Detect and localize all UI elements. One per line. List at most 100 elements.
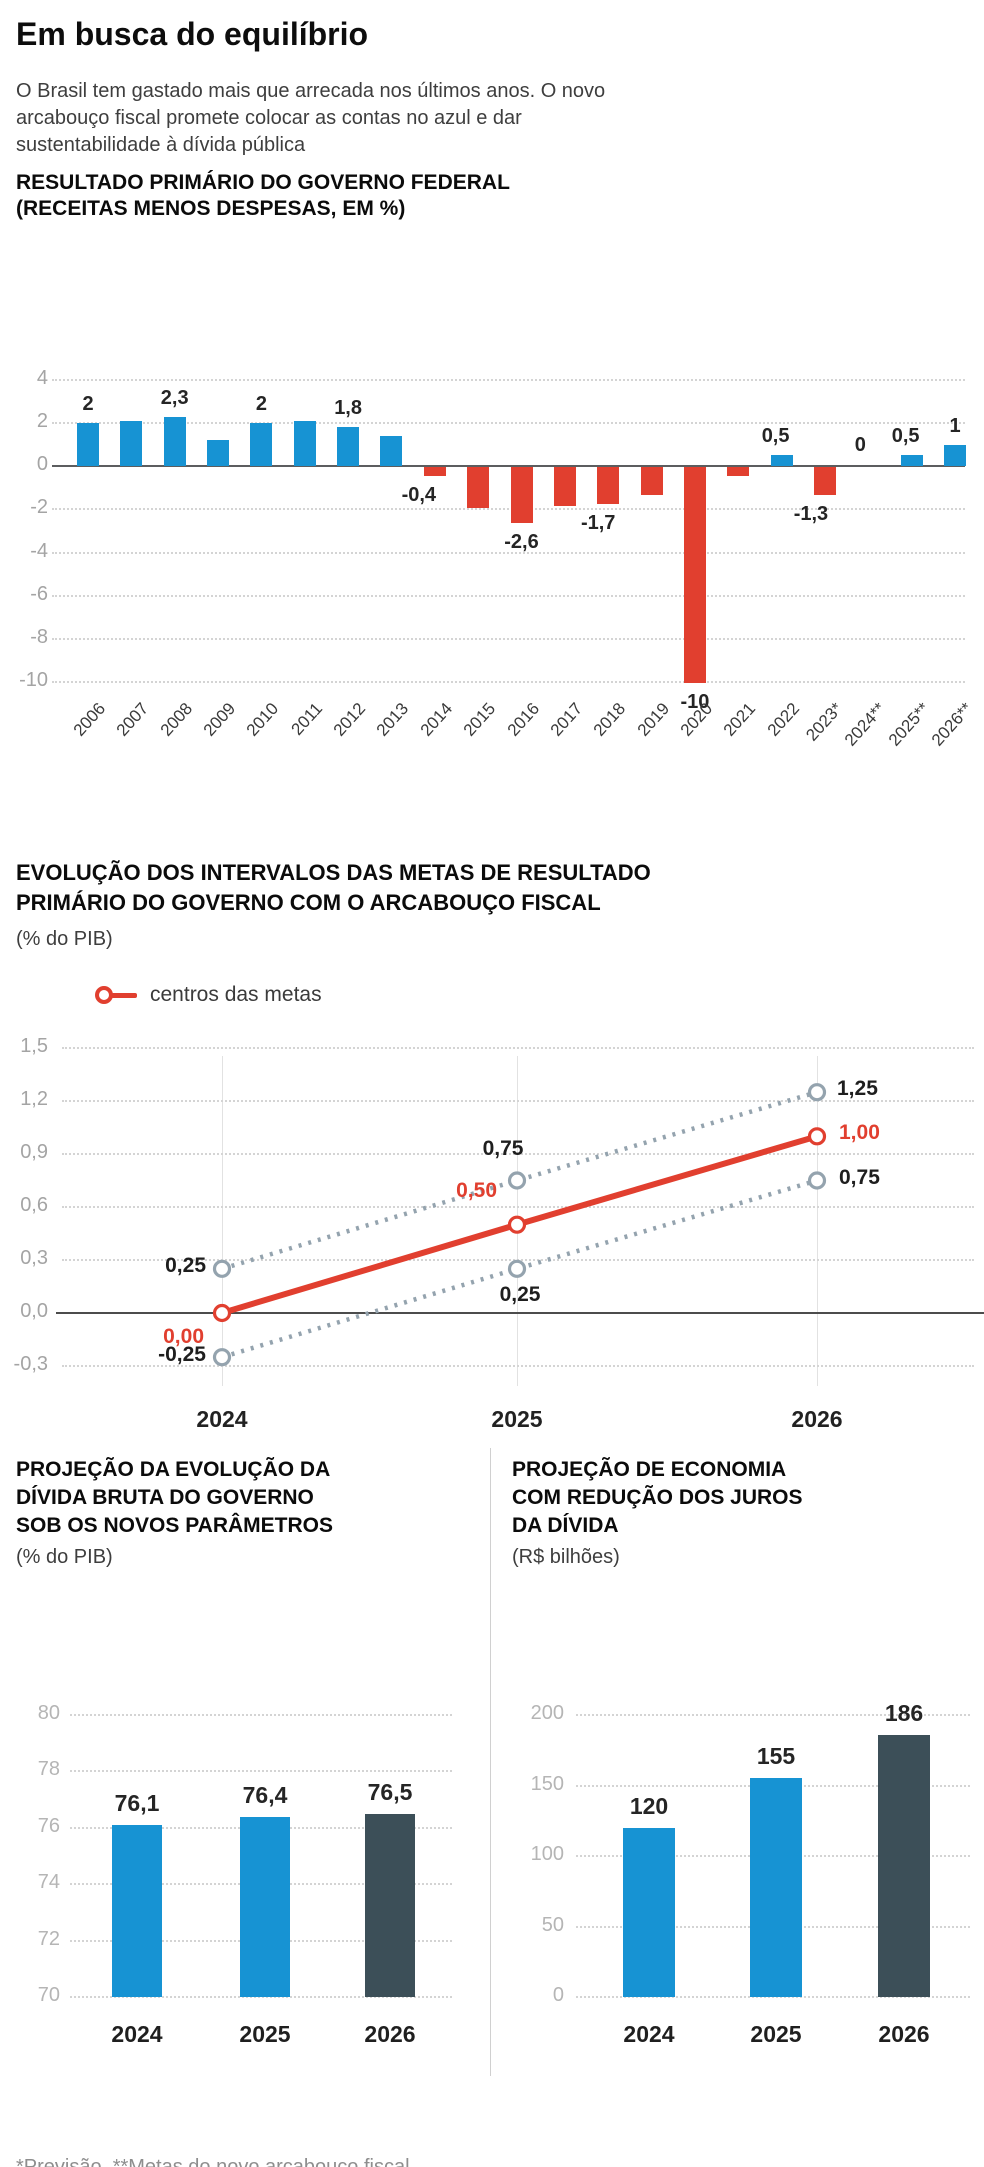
- bar-2007: [120, 420, 143, 467]
- x-axis-label: 2024: [623, 2021, 675, 2047]
- data-point: [807, 1127, 827, 1146]
- page-subtitle: O Brasil tem gastado mais que arrecada n…: [16, 80, 606, 156]
- chart2-title: EVOLUÇÃO DOS INTERVALOS DAS METAS DE RES…: [16, 858, 651, 918]
- gridline-y: [62, 1206, 974, 1208]
- x-axis-label: 2012: [329, 699, 370, 740]
- x-axis-label: 2026: [364, 2021, 416, 2047]
- bar-2013: [380, 436, 403, 467]
- bar-value-label: -10: [680, 690, 710, 713]
- gridline-y: [62, 1365, 974, 1367]
- gridline-y-4: [52, 551, 965, 554]
- y-tick-label: 74: [37, 1871, 60, 1894]
- data-point: [807, 1083, 827, 1102]
- y-tick-label: 1,2: [20, 1088, 48, 1110]
- gridline-y: [56, 1312, 984, 1314]
- x-axis-label: 2007: [113, 699, 153, 740]
- y-tick-label: 76: [37, 1814, 60, 1837]
- chart3-title: PROJEÇÃO DA EVOLUÇÃO DA DÍVIDA BRUTA DO …: [16, 1456, 333, 1540]
- chart1-title: RESULTADO PRIMÁRIO DO GOVERNO FEDERAL (R…: [16, 170, 510, 222]
- x-axis-label: 2026: [791, 1406, 843, 1432]
- x-axis-label: 2017: [546, 699, 586, 740]
- bar-2011: [293, 420, 316, 467]
- x-axis-label: 2009: [199, 699, 240, 740]
- meta-targets-chart: 1,5 1,2 0,9 0,6 0,3 0,0 -0,3 0,25 0,75 1,25 0,00 0,…: [0, 1035, 984, 1440]
- chart1-title-line2: (RECEITAS MENOS DESPESAS, EM %): [16, 197, 406, 220]
- bar-value-label: -2,6: [504, 531, 539, 554]
- bar-value-label: 2: [255, 393, 267, 416]
- column-divider: [490, 1448, 491, 2076]
- bar-2016: [510, 467, 533, 524]
- gridline-y78: [70, 1770, 452, 1773]
- x-axis-label: 2023*: [802, 699, 847, 745]
- y-tick-label: 50: [541, 1913, 564, 1936]
- gridline-y4: [52, 379, 965, 381]
- bar-2022: [770, 455, 793, 467]
- bar-2026: [365, 1813, 415, 1997]
- gridline-y: [62, 1100, 974, 1102]
- chart4-title-line3: DA DÍVIDA: [512, 1514, 619, 1537]
- gridline-y70: [70, 1996, 452, 1998]
- y-tick-label: 0,3: [20, 1247, 48, 1269]
- gridline-y0: [52, 465, 965, 468]
- y-tick-label: 0: [36, 453, 48, 476]
- x-axis-label: 2026**: [927, 699, 977, 750]
- bar-2021: [727, 467, 750, 476]
- y-tick-label: 72: [37, 1927, 60, 1950]
- bar-2015: [467, 467, 490, 509]
- y-tick-label: 4: [36, 367, 48, 389]
- bar-value-label: 1: [949, 414, 961, 437]
- x-axis-label: 2024**: [841, 699, 890, 750]
- bar-2025: [240, 1816, 290, 1997]
- point-label: 0,25: [165, 1253, 206, 1277]
- bar-2024: [112, 1824, 162, 1997]
- x-axis-label: 2013: [373, 699, 413, 740]
- chart2-legend: centros das metas: [95, 983, 322, 1007]
- footer: *Previsão **Metas do novo arcabouço fisc…: [16, 2092, 435, 2167]
- gridline-y0: [576, 1996, 970, 1998]
- y-tick-label: 80: [37, 1702, 60, 1724]
- bar-value-label: 76,1: [114, 1789, 160, 1816]
- point-label: 0,00: [163, 1325, 204, 1348]
- x-axis-label: 2011: [287, 699, 326, 739]
- chart1-title-line1: RESULTADO PRIMÁRIO DO GOVERNO FEDERAL: [16, 171, 510, 194]
- point-label: -0,25: [158, 1343, 206, 1367]
- interest-savings-chart: 200 150 100 50 0 120 2024 155 2025 186 2026: [492, 1690, 984, 2090]
- x-axis-label: 2008: [156, 699, 196, 740]
- legend-line-marker-icon: [111, 992, 137, 998]
- gridline-y-6: [52, 594, 965, 597]
- bar-2023*: [813, 467, 836, 496]
- bar-2025**: [900, 455, 923, 467]
- point-label: 0,50: [456, 1178, 497, 1202]
- gridline-y-2: [52, 508, 965, 511]
- x-axis-label: 2025**: [884, 699, 933, 750]
- bar-2018: [597, 467, 620, 504]
- y-tick-label: 200: [530, 1702, 564, 1724]
- y-tick-label: 100: [530, 1843, 564, 1865]
- bar-value-label: 120: [629, 1792, 669, 1819]
- y-tick-label: 0,6: [20, 1194, 48, 1216]
- chart4-title-line2: COM REDUÇÃO DOS JUROS: [512, 1486, 803, 1509]
- bar-2026: [878, 1734, 930, 1997]
- y-tick-label: -8: [30, 625, 48, 648]
- chart3-title-line1: PROJEÇÃO DA EVOLUÇÃO DA: [16, 1458, 331, 1481]
- gridline-y-10: [52, 680, 965, 683]
- bar-value-label: 0,5: [891, 425, 920, 448]
- bar-2012: [337, 427, 360, 467]
- x-axis-label: 2014: [416, 699, 456, 740]
- x-axis-label: 2026: [878, 2021, 930, 2047]
- bar-2025: [750, 1778, 802, 1997]
- y-tick-label: 0: [552, 1984, 564, 2006]
- bar-value-label: -1,3: [793, 503, 829, 526]
- legend-label: centros das metas: [150, 983, 322, 1006]
- chart3-title-line2: DÍVIDA BRUTA DO GOVERNO: [16, 1486, 314, 1509]
- x-axis-label: 2022: [763, 699, 803, 740]
- y-tick-label: 78: [37, 1758, 60, 1781]
- y-tick-label: 0,9: [20, 1141, 48, 1163]
- footnote: *Previsão **Metas do novo arcabouço fisc…: [16, 2156, 410, 2167]
- bar-value-label: 76,4: [242, 1781, 288, 1808]
- y-tick-label: -6: [30, 582, 48, 605]
- x-axis-label: 2010: [243, 699, 283, 740]
- chart4-title: PROJEÇÃO DE ECONOMIA COM REDUÇÃO DOS JUR…: [512, 1456, 803, 1540]
- y-tick-label: -10: [19, 668, 48, 691]
- y-tick-label: -4: [30, 539, 48, 562]
